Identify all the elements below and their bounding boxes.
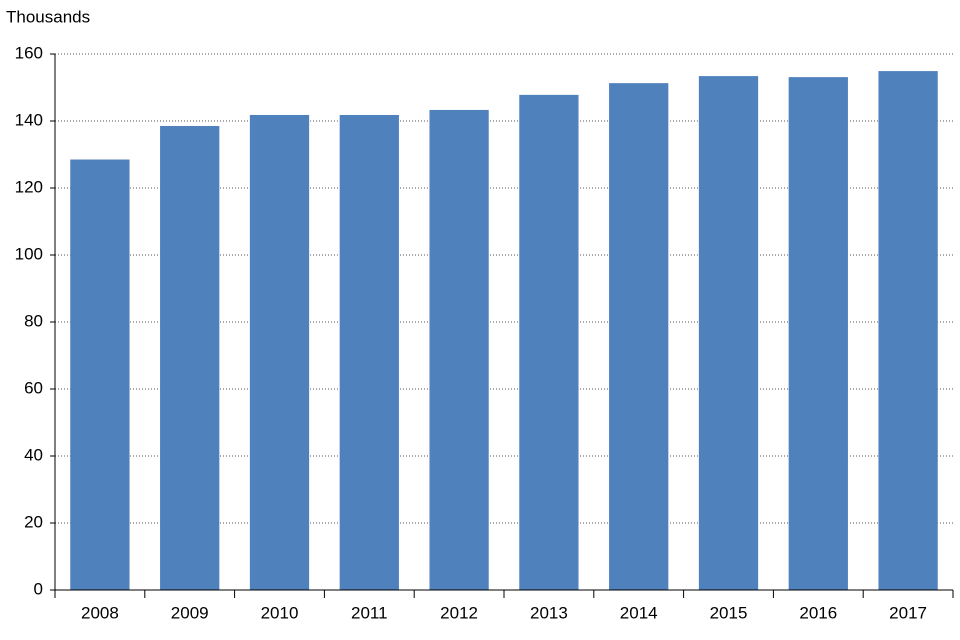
x-tick-label: 2017: [889, 603, 927, 622]
bar: [609, 83, 669, 591]
x-tick-label: 2008: [81, 603, 119, 622]
x-tick-label: 2014: [620, 603, 658, 622]
y-tick-label: 40: [24, 445, 43, 464]
bar: [249, 114, 310, 590]
bar: [429, 109, 489, 590]
x-tick-label: 2011: [351, 603, 388, 622]
bar: [160, 126, 220, 591]
y-tick-label: 120: [15, 177, 43, 196]
y-tick-label: 80: [24, 311, 43, 330]
x-tick-label: 2015: [710, 603, 748, 622]
y-tick-label: 100: [15, 244, 43, 263]
x-tick-label: 2012: [440, 603, 478, 622]
y-axis-label: Thousands: [6, 7, 90, 26]
x-tick-label: 2010: [261, 603, 299, 622]
y-tick-label: 60: [24, 378, 43, 397]
y-tick-label: 0: [34, 579, 43, 598]
x-tick-label: 2009: [171, 603, 209, 622]
x-tick-label: 2016: [799, 603, 837, 622]
bar: [878, 71, 938, 590]
x-tick-label: 2013: [530, 603, 568, 622]
bar: [788, 77, 848, 591]
y-tick-label: 140: [15, 110, 43, 129]
bar: [339, 114, 399, 590]
bar: [698, 76, 759, 591]
bar: [70, 159, 130, 590]
y-tick-label: 160: [15, 43, 43, 62]
bar: [519, 94, 579, 591]
y-tick-label: 20: [24, 512, 43, 531]
